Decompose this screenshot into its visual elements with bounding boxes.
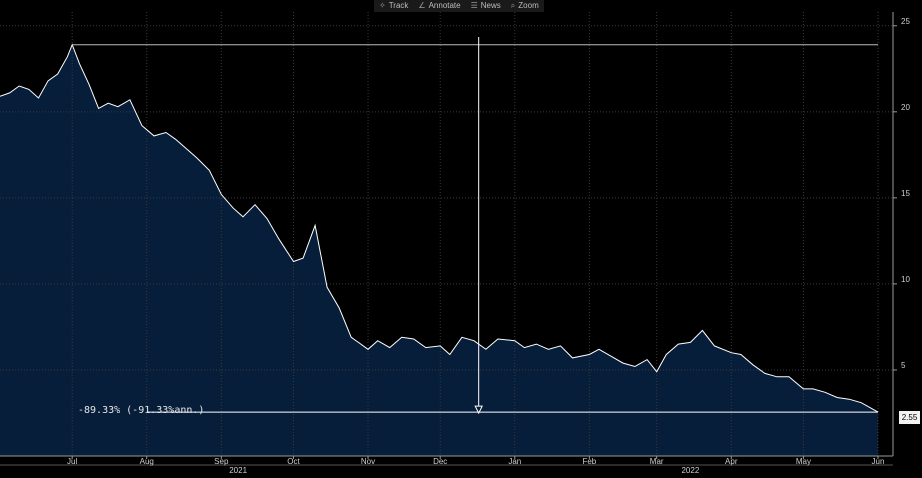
news-label: News: [480, 1, 501, 10]
x-tick-label: Sep: [214, 457, 229, 466]
zoom-label: Zoom: [518, 1, 539, 10]
x-tick-label: Apr: [725, 457, 738, 466]
magnifier-icon: ⌕: [510, 1, 516, 10]
zoom-button[interactable]: ⌕ Zoom: [506, 0, 544, 12]
reference-lines: [0, 37, 879, 415]
x-tick-label: Jun: [872, 457, 885, 466]
y-tick-label: 10: [901, 275, 910, 284]
series-line: [0, 43, 879, 413]
x-tick-label: Mar: [650, 457, 664, 466]
x-tick-label: May: [796, 457, 811, 466]
y-tick-label: 15: [901, 189, 910, 198]
x-tick-label: Oct: [287, 457, 300, 466]
chart-toolbar: ✧ Track ∠ Annotate ☰ News ⌕ Zoom: [374, 0, 544, 12]
news-button[interactable]: ☰ News: [466, 0, 506, 12]
list-icon: ☰: [470, 1, 478, 10]
y-tick-label: 5: [901, 361, 906, 370]
x-tick-label: Jan: [508, 457, 521, 466]
x-tick-label: Dec: [433, 457, 447, 466]
marker-triangle: [474, 405, 483, 415]
x-tick-label: Feb: [582, 457, 596, 466]
annotate-button[interactable]: ∠ Annotate: [413, 0, 465, 12]
series-area-fill: [0, 44, 878, 456]
year-label: 2022: [681, 466, 699, 475]
performance-annotation[interactable]: -89.33% (-91.33%ann.): [78, 405, 205, 416]
y-tick-label: 25: [901, 17, 910, 26]
track-label: Track: [388, 1, 409, 10]
x-tick-label: Aug: [140, 457, 154, 466]
last-value-badge: 2.55: [899, 411, 920, 424]
axes: 5 10 15 20 25 Jul Aug Sep Oct Nov Dec Jan Feb Mar Apr M…: [0, 12, 910, 475]
pencil-icon: ∠: [418, 1, 426, 10]
track-button[interactable]: ✧ Track: [374, 0, 413, 12]
year-label: 2021: [229, 466, 247, 475]
x-tick-label: Nov: [361, 457, 375, 466]
x-tick-label: Jul: [67, 457, 77, 466]
series-area: [0, 44, 878, 456]
grid-lines: [0, 12, 893, 456]
annotate-label: Annotate: [428, 1, 461, 10]
y-tick-label: 20: [901, 103, 910, 112]
crosshair-icon: ✧: [379, 1, 386, 10]
